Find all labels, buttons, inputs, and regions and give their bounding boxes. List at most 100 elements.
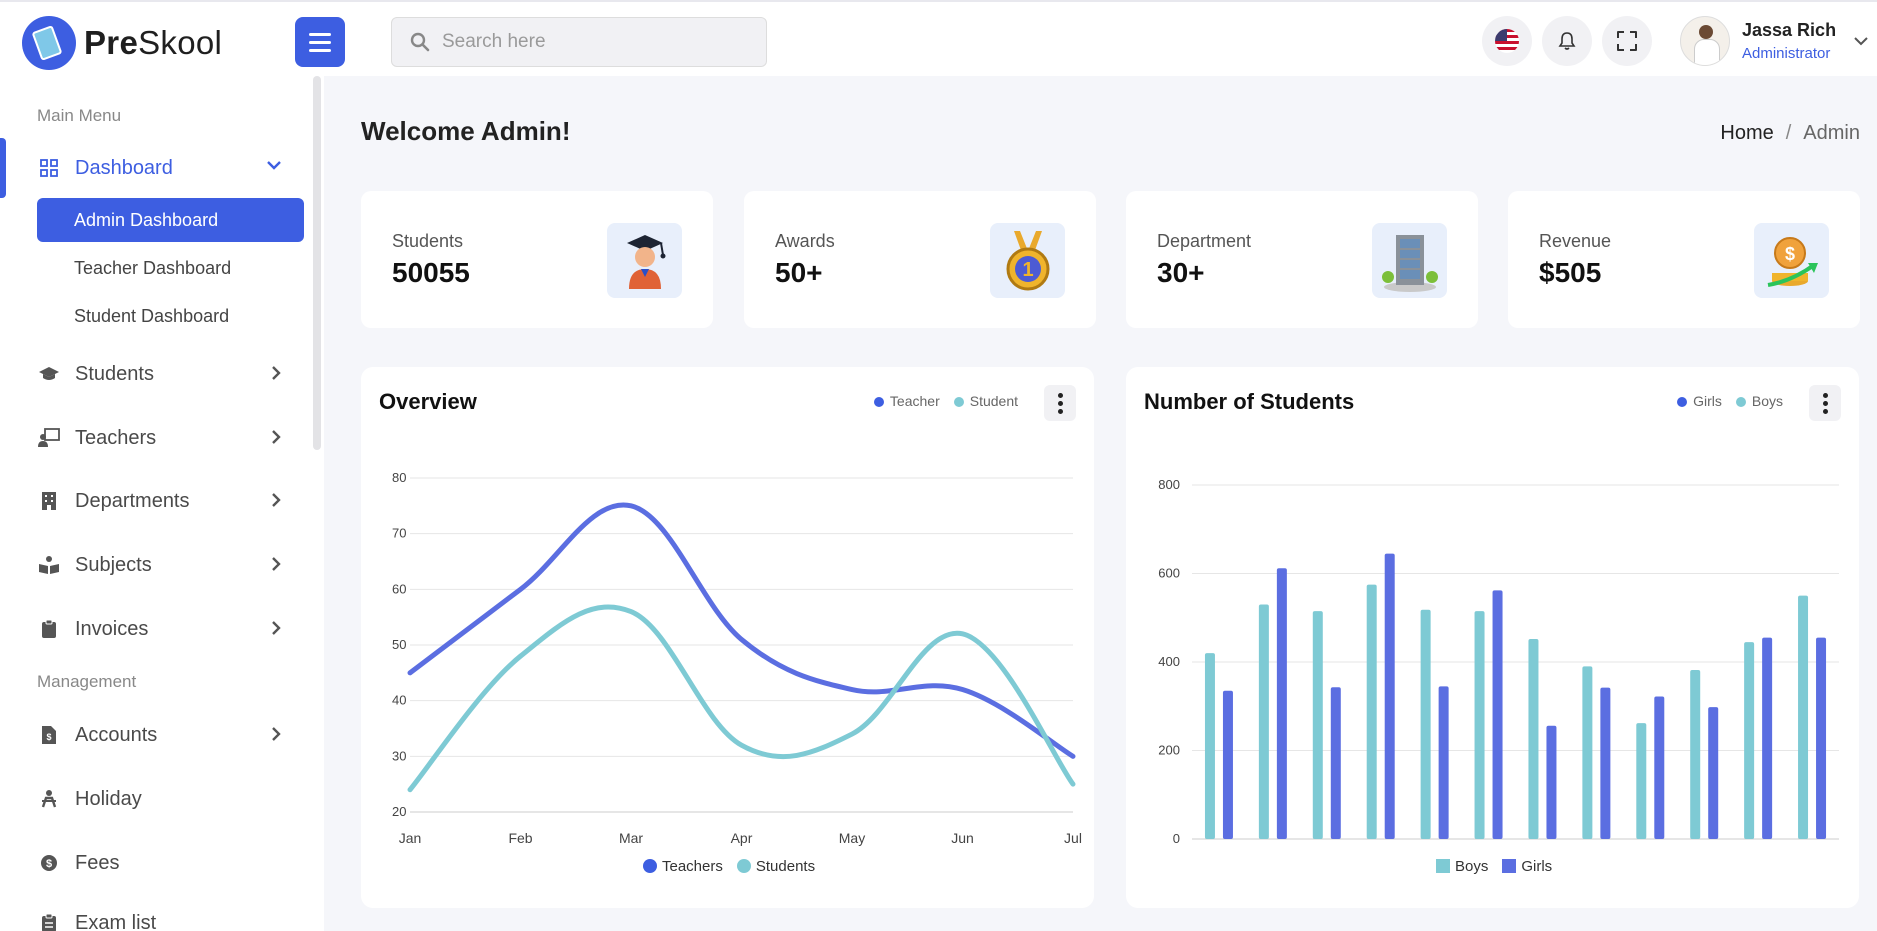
sidebar-item-teachers[interactable]: Teachers bbox=[37, 418, 307, 458]
chevron-down-icon[interactable] bbox=[1854, 36, 1868, 46]
chart-legend-top: Girls Boys bbox=[1677, 393, 1783, 409]
medal-icon: 1 bbox=[990, 223, 1065, 298]
stat-value: $505 bbox=[1539, 257, 1602, 288]
svg-text:1: 1 bbox=[1022, 259, 1033, 281]
legend-item-teachers[interactable]: Teachers bbox=[643, 858, 723, 875]
bar-girls bbox=[1600, 687, 1611, 839]
sidebar-item-label: Holiday bbox=[75, 787, 142, 810]
bar-girls bbox=[1384, 553, 1395, 839]
file-invoice-dollar-icon: $ bbox=[37, 723, 61, 747]
breadcrumb-current: Admin bbox=[1803, 122, 1860, 144]
stat-value: 50055 bbox=[392, 257, 470, 288]
y-tick-label: 40 bbox=[392, 693, 406, 708]
stat-label: Students bbox=[392, 231, 464, 251]
chart-legend-top: Teacher Student bbox=[873, 393, 1018, 409]
chart-legend-bottom: Teachers Students bbox=[643, 858, 815, 875]
chevron-right-icon bbox=[272, 621, 281, 635]
x-tick-label: Jan bbox=[399, 830, 422, 846]
bar-boys bbox=[1204, 653, 1215, 839]
bar-boys bbox=[1798, 595, 1809, 839]
legend-item-boys-bottom[interactable]: Boys bbox=[1436, 858, 1488, 875]
legend-item-teacher[interactable]: Teacher bbox=[873, 393, 940, 409]
chevron-down-icon bbox=[267, 161, 281, 170]
stat-label: Awards bbox=[775, 231, 835, 251]
sidebar-item-label: Teachers bbox=[75, 426, 157, 449]
fullscreen-button[interactable] bbox=[1602, 16, 1652, 66]
bar-boys bbox=[1528, 638, 1539, 839]
sidebar-item-fees[interactable]: $ Fees bbox=[37, 843, 307, 883]
management-heading: Management bbox=[37, 672, 137, 691]
logo[interactable]: PreSkool bbox=[22, 16, 222, 70]
y-tick-label: 30 bbox=[392, 748, 406, 763]
notifications-button[interactable] bbox=[1542, 16, 1592, 66]
search-icon bbox=[410, 32, 430, 52]
sidebar-item-label: Accounts bbox=[75, 723, 158, 746]
main-menu-heading: Main Menu bbox=[37, 106, 122, 125]
sidebar-subitem-admin-dashboard[interactable]: Admin Dashboard bbox=[37, 198, 304, 242]
legend-item-student[interactable]: Student bbox=[953, 393, 1018, 409]
series-line-students bbox=[407, 604, 1076, 793]
stat-label: Revenue bbox=[1539, 231, 1612, 251]
legend-item-students[interactable]: Students bbox=[736, 858, 815, 875]
bar-girls bbox=[1546, 725, 1557, 839]
active-indicator bbox=[0, 138, 6, 198]
bar-girls bbox=[1438, 686, 1449, 839]
chevron-right-icon bbox=[272, 493, 281, 507]
us-flag-icon bbox=[1495, 29, 1519, 53]
language-button[interactable] bbox=[1482, 16, 1532, 66]
sidebar-item-holiday[interactable]: Holiday bbox=[37, 779, 307, 819]
sidebar-item-subjects[interactable]: Subjects bbox=[37, 545, 307, 585]
legend-item-girls[interactable]: Girls bbox=[1677, 393, 1722, 409]
hamburger-menu-button[interactable] bbox=[295, 17, 345, 67]
bar-boys bbox=[1312, 611, 1323, 839]
sidebar-item-exam-list[interactable]: Exam list bbox=[37, 903, 307, 931]
y-tick-label: 0 bbox=[1173, 831, 1180, 846]
user-role: Administrator bbox=[1742, 45, 1831, 62]
stat-card-revenue[interactable]: Revenue $505 $ bbox=[1508, 191, 1860, 328]
card-title: Overview bbox=[379, 389, 477, 414]
stat-card-students[interactable]: Students 50055 bbox=[361, 191, 713, 328]
chevron-right-icon bbox=[272, 430, 281, 444]
sidebar-scrollbar[interactable] bbox=[313, 76, 321, 450]
user-name: Jassa Rich bbox=[1742, 20, 1837, 40]
sidebar-item-label: Dashboard bbox=[75, 156, 173, 179]
legend-item-girls-bottom[interactable]: Girls bbox=[1502, 858, 1552, 875]
bar-boys bbox=[1744, 642, 1755, 839]
user-menu[interactable]: Jassa Rich Administrator bbox=[1680, 16, 1868, 66]
bar-boys bbox=[1258, 604, 1269, 839]
sidebar-subitem-student-dashboard[interactable]: Student Dashboard bbox=[74, 305, 230, 326]
more-options-button[interactable] bbox=[1809, 385, 1841, 421]
grid-icon bbox=[37, 156, 61, 180]
chevron-right-icon bbox=[272, 366, 281, 380]
legend-item-boys[interactable]: Boys bbox=[1735, 393, 1783, 409]
more-options-button[interactable] bbox=[1044, 385, 1076, 421]
chevron-right-icon bbox=[272, 727, 281, 741]
sidebar-item-accounts[interactable]: $ Accounts bbox=[37, 715, 307, 755]
breadcrumb-home[interactable]: Home bbox=[1720, 122, 1774, 144]
sidebar-item-dashboard[interactable]: Dashboard bbox=[37, 148, 307, 188]
sidebar-item-departments[interactable]: Departments bbox=[37, 481, 307, 521]
svg-text:$: $ bbox=[46, 858, 52, 870]
search-input[interactable] bbox=[442, 31, 742, 53]
card-title: Number of Students bbox=[1144, 389, 1355, 414]
bar-girls bbox=[1762, 637, 1773, 839]
x-tick-label: May bbox=[839, 830, 865, 846]
stat-card-awards[interactable]: Awards 50+ 1 bbox=[744, 191, 1096, 328]
chevron-right-icon bbox=[272, 557, 281, 571]
x-tick-label: Apr bbox=[731, 830, 753, 846]
bar-boys bbox=[1690, 669, 1701, 839]
holiday-icon bbox=[37, 787, 61, 811]
sidebar-item-students[interactable]: Students bbox=[37, 354, 307, 394]
avatar bbox=[1680, 16, 1730, 66]
building-icon bbox=[37, 489, 61, 513]
sidebar-subitem-teacher-dashboard[interactable]: Teacher Dashboard bbox=[74, 257, 232, 278]
search-box[interactable] bbox=[391, 17, 767, 67]
x-tick-label: Jun bbox=[951, 830, 974, 846]
sidebar-item-invoices[interactable]: Invoices bbox=[37, 609, 307, 649]
stat-value: 30+ bbox=[1157, 257, 1205, 288]
overview-chart: 20 30 40 50 60 70 80 Jan Feb Mar Apr May Jun Jul bbox=[392, 470, 1082, 846]
bar-girls bbox=[1492, 590, 1503, 839]
overview-card: 20 30 40 50 60 70 80 Jan Feb Mar Apr May Jun Jul Over… bbox=[361, 367, 1094, 908]
y-tick-label: 50 bbox=[392, 637, 406, 652]
stat-card-department[interactable]: Department 30+ bbox=[1126, 191, 1478, 328]
